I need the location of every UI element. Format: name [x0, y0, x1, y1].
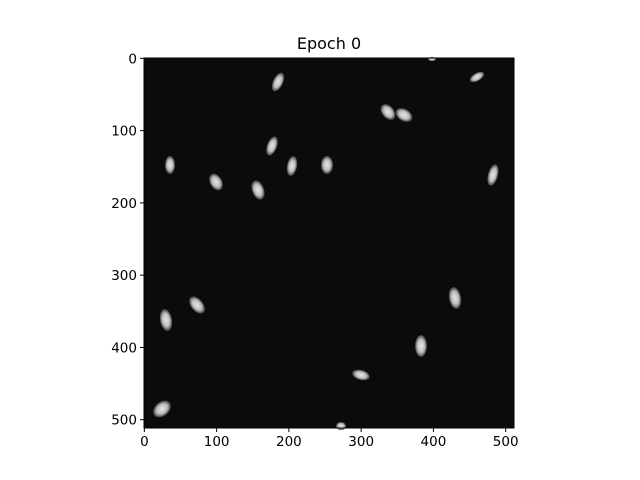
cell [469, 71, 485, 83]
cell [415, 335, 427, 357]
y-tick-label: 400 [111, 340, 137, 356]
x-tick-label: 300 [348, 434, 374, 450]
cells [153, 57, 499, 430]
cell [209, 173, 223, 191]
cell [395, 108, 413, 122]
cell [487, 164, 499, 186]
cell [286, 156, 298, 176]
cell [352, 369, 370, 381]
image [144, 58, 514, 428]
cell [321, 156, 333, 174]
y-tick-label: 300 [111, 268, 137, 284]
cell [336, 422, 346, 430]
cell [271, 72, 285, 92]
cell [159, 309, 173, 331]
cell [165, 156, 175, 174]
axes-frame [143, 57, 515, 429]
cell [189, 296, 205, 314]
cell [153, 400, 171, 418]
y-tick-label: 200 [111, 196, 137, 212]
x-tick-label: 500 [493, 434, 519, 450]
cell [251, 180, 265, 200]
y-tick-label: 500 [111, 413, 137, 429]
chart-title: Epoch 0 [297, 34, 361, 53]
y-tick-label: 0 [128, 51, 137, 67]
cell [380, 104, 396, 120]
cell [448, 287, 462, 309]
x-tick-label: 400 [421, 434, 447, 450]
x-tick-label: 100 [204, 434, 230, 450]
x-tick-label: 200 [276, 434, 302, 450]
y-tick-label: 100 [111, 124, 137, 140]
x-tick-label: 0 [140, 434, 149, 450]
cell [266, 136, 278, 156]
